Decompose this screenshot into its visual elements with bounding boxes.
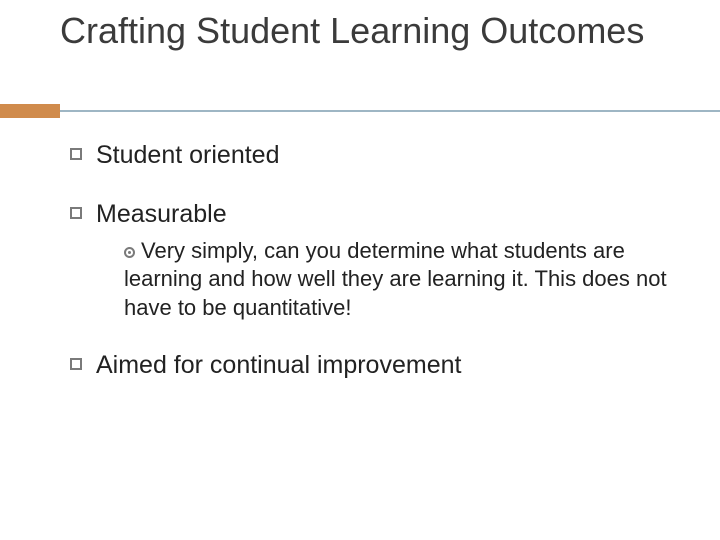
square-bullet-icon bbox=[70, 207, 82, 219]
sub-list-item: Very simply, can you determine what stud… bbox=[124, 237, 670, 323]
list-item-text: Aimed for continual improvement bbox=[96, 350, 461, 381]
slide: Crafting Student Learning Outcomes Stude… bbox=[0, 0, 720, 540]
list-item: Student oriented bbox=[70, 140, 670, 171]
rule-accent bbox=[0, 104, 60, 118]
title-rule bbox=[0, 104, 720, 118]
list-item-text: Measurable bbox=[96, 199, 670, 230]
sub-list: Very simply, can you determine what stud… bbox=[124, 237, 670, 323]
square-bullet-icon bbox=[70, 358, 82, 370]
square-bullet-icon bbox=[70, 148, 82, 160]
list-item: Aimed for continual improvement bbox=[70, 350, 670, 381]
target-bullet-icon bbox=[124, 247, 135, 258]
sub-list-item-text: Very simply, can you determine what stud… bbox=[124, 238, 667, 320]
rule-line bbox=[60, 110, 720, 112]
slide-title: Crafting Student Learning Outcomes bbox=[60, 10, 680, 51]
content-area: Student oriented Measurable Very simply,… bbox=[70, 140, 670, 382]
list-item-text: Student oriented bbox=[96, 140, 279, 171]
list-item: Measurable Very simply, can you determin… bbox=[70, 199, 670, 322]
